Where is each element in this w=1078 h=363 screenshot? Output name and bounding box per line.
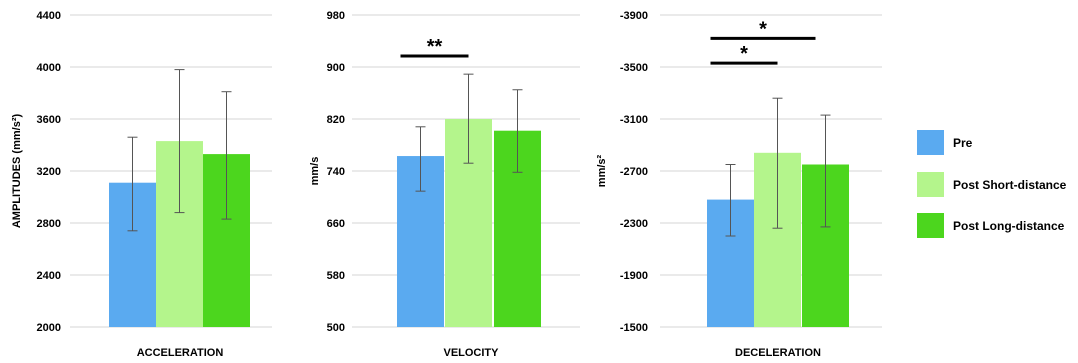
y-tick-label: -3100 xyxy=(620,114,648,126)
y-tick-label: 3200 xyxy=(37,166,61,178)
x-axis-label: DECELERATION xyxy=(735,347,821,359)
y-tick-label: 660 xyxy=(327,218,345,230)
legend-swatch-post-short xyxy=(917,172,944,197)
y-tick-label: 900 xyxy=(327,62,345,74)
y-axis-label: mm/s² xyxy=(596,154,608,187)
significance-marker: * xyxy=(740,43,748,65)
legend-label: Post Long-distance xyxy=(953,219,1065,233)
deceleration-chart: -1500 -1900 -2300 -2700 -3100 -3500 -3900 mm/s²… xyxy=(596,10,882,359)
y-tick-label: 980 xyxy=(327,10,345,22)
legend: Pre Post Short-distance Post Long-distance xyxy=(917,130,1067,238)
y-tick-label: -1900 xyxy=(620,270,648,282)
legend-swatch-pre xyxy=(917,130,944,155)
legend-swatch-post-long xyxy=(917,213,944,238)
y-tick-label: 2000 xyxy=(37,322,61,334)
velocity-chart: 500 580 660 740 820 900 980 mm/s VELOCITY ** xyxy=(309,10,580,359)
y-tick-label: -1500 xyxy=(620,322,648,334)
y-tick-label: 820 xyxy=(327,114,345,126)
y-tick-label: 740 xyxy=(327,166,345,178)
y-tick-label: 500 xyxy=(327,322,345,334)
y-tick-label: 2400 xyxy=(37,270,61,282)
y-axis-label: mm/s xyxy=(309,157,321,186)
legend-label: Pre xyxy=(953,136,973,150)
y-tick-label: 2800 xyxy=(37,218,61,230)
x-axis-label: VELOCITY xyxy=(443,347,499,359)
y-tick-label: -2700 xyxy=(620,166,648,178)
y-tick-label: -2300 xyxy=(620,218,648,230)
legend-label: Post Short-distance xyxy=(953,178,1067,192)
significance-marker: ** xyxy=(427,36,443,58)
acceleration-chart: 2000 2400 2800 3200 3600 4000 4400 AMPLITUDES (… xyxy=(11,10,272,359)
x-axis-label: ACCELERATION xyxy=(137,347,224,359)
y-tick-label: 4000 xyxy=(37,62,61,74)
y-tick-label: -3900 xyxy=(620,10,648,22)
y-axis-label: AMPLITUDES (mm/s²) xyxy=(11,114,23,229)
y-tick-label: 580 xyxy=(327,270,345,282)
y-tick-label: -3500 xyxy=(620,62,648,74)
y-tick-label: 3600 xyxy=(37,114,61,126)
y-tick-label: 4400 xyxy=(37,10,61,22)
significance-marker: * xyxy=(759,18,767,40)
